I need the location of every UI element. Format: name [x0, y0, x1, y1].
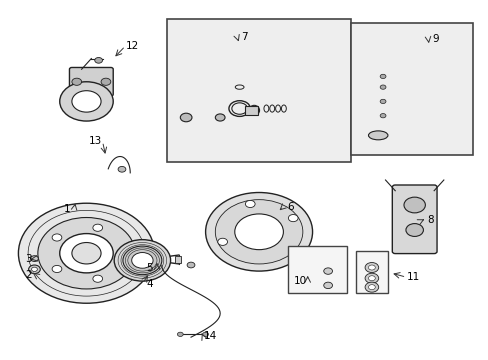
Circle shape	[288, 215, 298, 222]
Circle shape	[405, 224, 423, 237]
Circle shape	[122, 246, 162, 275]
Circle shape	[365, 262, 378, 273]
Circle shape	[72, 78, 81, 85]
Text: 9: 9	[431, 34, 438, 44]
Circle shape	[205, 193, 312, 271]
Circle shape	[30, 256, 38, 261]
Circle shape	[323, 268, 332, 274]
Circle shape	[72, 243, 101, 264]
Circle shape	[234, 214, 283, 249]
Circle shape	[403, 197, 425, 213]
Bar	[356, 251, 387, 293]
Text: 6: 6	[287, 202, 293, 212]
Circle shape	[29, 265, 40, 274]
Circle shape	[215, 114, 224, 121]
Bar	[287, 246, 346, 293]
Circle shape	[187, 262, 195, 268]
Text: 2: 2	[25, 270, 31, 280]
Circle shape	[245, 201, 255, 207]
Bar	[264, 207, 297, 232]
Circle shape	[215, 200, 302, 264]
Text: 1: 1	[63, 203, 70, 213]
Circle shape	[379, 99, 385, 104]
Circle shape	[60, 234, 113, 273]
Circle shape	[118, 249, 127, 257]
Circle shape	[323, 282, 332, 289]
Circle shape	[114, 240, 170, 281]
Text: 8: 8	[426, 215, 433, 225]
Circle shape	[379, 113, 385, 118]
FancyBboxPatch shape	[177, 84, 228, 126]
Circle shape	[60, 82, 113, 121]
Text: 11: 11	[406, 272, 420, 282]
Circle shape	[180, 113, 192, 122]
Circle shape	[368, 276, 374, 281]
Text: 12: 12	[126, 41, 139, 51]
Circle shape	[101, 78, 111, 85]
Circle shape	[93, 275, 102, 282]
Bar	[351, 23, 472, 155]
Circle shape	[177, 332, 183, 337]
FancyBboxPatch shape	[69, 67, 113, 96]
Ellipse shape	[368, 131, 387, 140]
Circle shape	[368, 285, 374, 290]
Circle shape	[365, 273, 378, 283]
Text: 7: 7	[241, 32, 247, 42]
Circle shape	[379, 74, 385, 78]
Circle shape	[52, 265, 61, 273]
Text: 3: 3	[25, 253, 31, 264]
Circle shape	[202, 332, 208, 337]
Text: 10: 10	[293, 276, 306, 286]
Circle shape	[52, 234, 61, 241]
Circle shape	[95, 58, 102, 63]
Circle shape	[31, 267, 37, 271]
Circle shape	[38, 217, 135, 289]
Circle shape	[93, 224, 102, 231]
Bar	[363, 69, 407, 123]
Circle shape	[19, 203, 154, 303]
Circle shape	[379, 85, 385, 89]
Circle shape	[365, 282, 378, 292]
Text: 14: 14	[203, 332, 217, 342]
Circle shape	[118, 166, 125, 172]
Bar	[166, 19, 351, 162]
Circle shape	[368, 265, 374, 270]
Text: 13: 13	[88, 136, 102, 147]
Circle shape	[72, 91, 101, 112]
Bar	[245, 106, 257, 114]
Text: 4: 4	[146, 279, 153, 289]
Circle shape	[217, 238, 227, 246]
Text: 5: 5	[146, 262, 153, 273]
Circle shape	[131, 252, 153, 268]
FancyBboxPatch shape	[391, 185, 436, 253]
Bar	[175, 256, 181, 263]
